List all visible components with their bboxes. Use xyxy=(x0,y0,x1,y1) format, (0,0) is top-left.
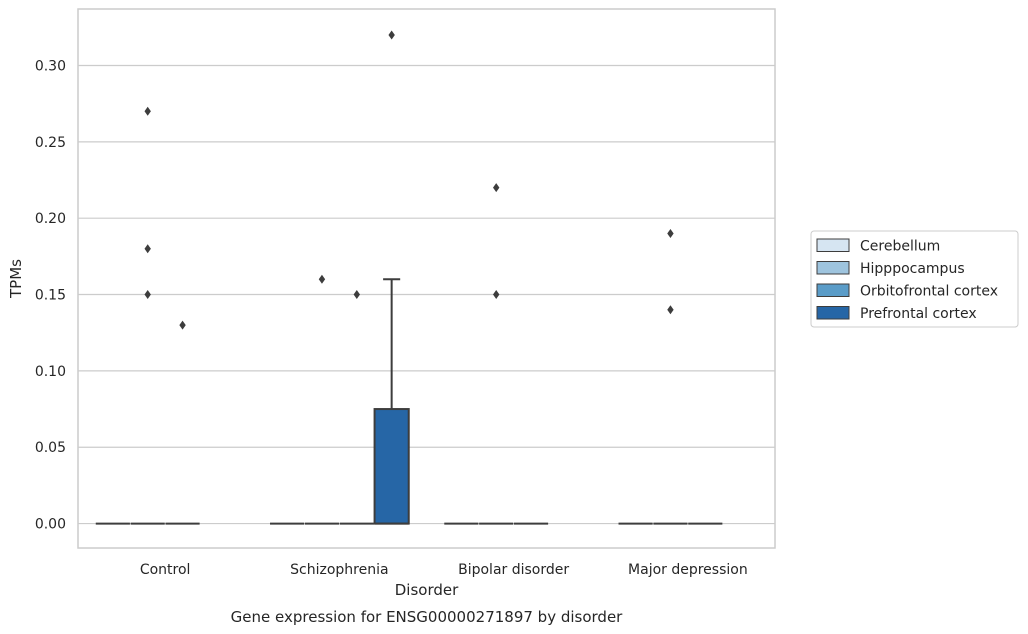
y-tick-label: 0.10 xyxy=(35,364,66,380)
outlier-point xyxy=(493,183,500,193)
legend-entry: Orbitofrontal cortex xyxy=(860,284,998,300)
y-tick-labels: 0.00 0.05 0.10 0.15 0.20 0.25 0.30 xyxy=(35,58,66,532)
outlier-point xyxy=(667,228,674,238)
box-orbitofrontal-cortex xyxy=(339,290,374,525)
box-hipppocampus xyxy=(304,274,340,525)
box-hipppocampus xyxy=(653,228,688,525)
y-tick-label: 0.20 xyxy=(35,211,66,227)
y-tick-label: 0.05 xyxy=(35,440,66,456)
box-series xyxy=(95,30,723,525)
legend-swatch xyxy=(816,238,850,252)
grid-lines xyxy=(78,64,775,525)
x-axis-label: Disorder xyxy=(395,581,459,599)
x-tick-labels: Control Schizophrenia Bipolar disorder Majo… xyxy=(140,562,748,578)
legend-entry: Hipppocampus xyxy=(860,261,965,277)
legend-swatch xyxy=(816,306,850,320)
box-orbitofrontal-cortex xyxy=(165,320,200,525)
chart-caption: Gene expression for ENSG00000271897 by d… xyxy=(231,608,624,626)
x-tick-label: Major depression xyxy=(628,562,748,578)
x-tick-label: Schizophrenia xyxy=(290,562,388,578)
y-tick-label: 0.00 xyxy=(35,517,66,533)
legend: Cerebellum Hipppocampus Orbitofrontal cort… xyxy=(810,230,1019,328)
outlier-point xyxy=(144,106,151,116)
outlier-point xyxy=(353,290,360,300)
outlier-point xyxy=(667,305,674,315)
outlier-point xyxy=(318,274,326,284)
box-hipppocampus xyxy=(130,106,165,525)
box-body xyxy=(373,408,410,525)
y-axis-label: TPMs xyxy=(7,259,25,299)
outlier-point xyxy=(388,30,395,40)
outlier-point xyxy=(179,320,186,330)
x-tick-label: Bipolar disorder xyxy=(458,562,569,578)
legend-entry: Prefrontal cortex xyxy=(860,306,977,322)
legend-swatch xyxy=(816,261,850,275)
outlier-point xyxy=(493,290,500,300)
y-tick-label: 0.25 xyxy=(35,135,66,151)
legend-swatch xyxy=(816,283,850,297)
outlier-point xyxy=(144,290,151,300)
legend-entry: Cerebellum xyxy=(860,239,940,255)
y-tick-label: 0.15 xyxy=(35,288,66,304)
plot-area-frame xyxy=(77,8,776,549)
x-tick-label: Control xyxy=(140,562,191,578)
outlier-point xyxy=(144,244,151,254)
box-prefrontal-cortex xyxy=(373,30,410,525)
legend-frame xyxy=(810,230,1019,328)
y-tick-label: 0.30 xyxy=(35,58,66,74)
box-hipppocampus xyxy=(479,183,514,525)
